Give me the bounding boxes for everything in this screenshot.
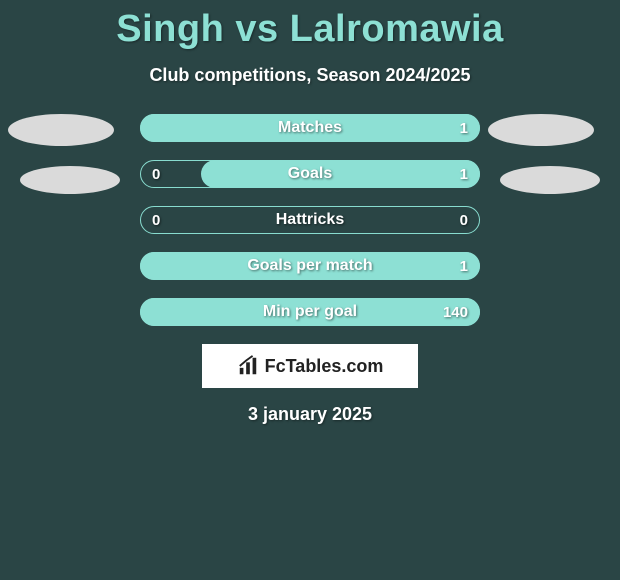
stat-value-left: 0 (152, 160, 160, 188)
avatar-placeholder (8, 114, 114, 146)
avatar-placeholder (488, 114, 594, 146)
stat-value-left: 0 (152, 206, 160, 234)
avatar-placeholder (500, 166, 600, 194)
snapshot-date: 3 january 2025 (0, 404, 620, 425)
stat-value-right: 1 (460, 252, 468, 280)
stat-bar-track (140, 206, 480, 234)
avatar-placeholder (20, 166, 120, 194)
stat-bar-fill (140, 298, 480, 326)
stat-row: 1Goals per match (140, 252, 480, 280)
comparison-chart: 1Matches01Goals00Hattricks1Goals per mat… (0, 114, 620, 326)
source-logo-text: FcTables.com (265, 356, 384, 377)
stat-bar-fill (201, 160, 480, 188)
stat-value-right: 1 (460, 160, 468, 188)
page-title: Singh vs Lalromawia (0, 0, 620, 51)
bar-chart-icon (237, 355, 259, 377)
stat-bar-fill (140, 114, 480, 142)
stat-bar-fill (140, 252, 480, 280)
stat-value-right: 1 (460, 114, 468, 142)
stat-row: 01Goals (140, 160, 480, 188)
stat-row: 00Hattricks (140, 206, 480, 234)
source-logo: FcTables.com (202, 344, 418, 388)
stat-value-right: 0 (460, 206, 468, 234)
page-subtitle: Club competitions, Season 2024/2025 (0, 65, 620, 86)
stat-value-right: 140 (443, 298, 468, 326)
stat-row: 140Min per goal (140, 298, 480, 326)
stat-row: 1Matches (140, 114, 480, 142)
